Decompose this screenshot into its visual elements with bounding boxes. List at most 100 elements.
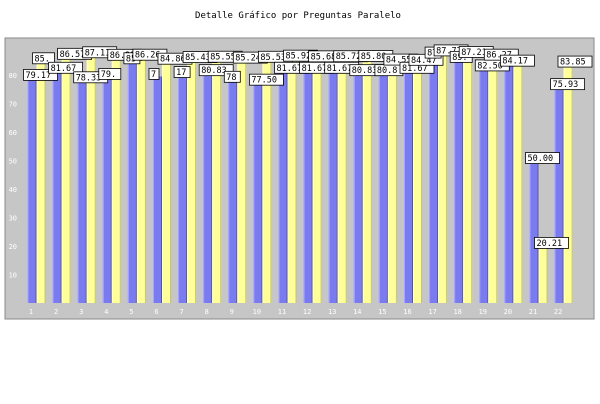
data-label-box-s2-21 [534,237,569,249]
data-label-box-s2-22 [557,55,593,68]
bar-s2-1 [36,60,46,303]
data-label-s1-8: 80.83 [201,66,227,76]
data-label-s2-17: 87.77 [436,46,462,56]
bar-s1-1 [27,77,37,303]
bar-s2-10 [262,59,272,303]
data-label-s1-15: 80.8 [377,66,397,76]
y-tick-label: 30 [9,215,17,223]
bar-s2-17 [438,52,448,304]
bar-s1-13 [328,70,338,303]
x-tick-label: 8 [205,308,209,316]
data-label-s1-9: 78 [226,73,236,83]
data-label-s1-5: 85 [126,54,136,64]
data-label-s1-11: 81.67 [277,64,303,74]
data-label-s2-22: 83.85 [560,58,586,68]
bar-s1-14 [353,72,363,304]
y-tick-label: 80 [9,72,17,80]
data-label-s2-10: 85.53 [260,53,286,63]
data-label-s2-4: 86.23 [110,51,136,61]
data-label-s2-5: 86.26 [135,51,161,61]
bar-s2-2 [61,56,71,303]
data-label-box-s2-1 [32,52,55,65]
bar-s2-7 [187,59,197,303]
data-label-s1-3: 78.33 [76,73,102,83]
bar-s1-7 [178,74,188,304]
data-label-s2-15: 84.55 [386,56,412,66]
data-label-box-s1-4 [98,68,122,80]
y-ticks-group: 10 20 30 40 50 60 70 80 [9,72,17,279]
y-tick-label: 40 [9,186,17,194]
bar-s2-22 [563,64,573,304]
data-label-s1-14: 80.83 [352,66,378,76]
bar-s2-4 [111,57,121,303]
data-label-s2-3: 87.11 [85,48,111,58]
bar-s1-11 [278,70,288,303]
data-label-s1-6: 7 [151,70,156,80]
data-label-s2-8: 85.55 [210,53,236,63]
data-label-box-s1-9 [223,70,241,83]
data-label-box-s1-10 [248,73,284,86]
data-label-s2-12: 85.68 [311,52,337,62]
x-tick-label: 15 [378,308,386,316]
bar-s2-3 [86,54,96,304]
data-label-s1-10: 77.50 [251,76,277,86]
x-tick-label: 2 [54,308,58,316]
x-tick-label: 18 [453,308,461,316]
bar-s2-9 [237,60,247,303]
x-tick-label: 5 [129,308,133,316]
x-tick-label: 9 [230,308,234,316]
data-label-s1-13: 81.67 [327,64,353,74]
x-tick-label: 17 [428,308,436,316]
x-tick-label: 20 [504,308,512,316]
data-label-s2-13: 85.72 [336,52,362,62]
x-tick-label: 14 [353,308,361,316]
bars-group [27,52,573,304]
x-ticks-group: 1 2 3 4 5 6 7 8 9 10 11 12 13 14 15 16 17 18 19 20 21 22 [29,308,562,316]
data-labels-group: 79.1785.81.6786.5778.3387.1179.86.238586… [23,44,593,249]
data-label-box-s1-7 [173,66,191,78]
bar-s2-13 [337,58,347,304]
bar-s1-20 [504,63,514,303]
data-label-s2-11: 85.92 [286,52,312,62]
bar-s2-16 [413,62,422,304]
bar-s2-18 [463,54,473,304]
x-tick-label: 7 [179,308,183,316]
data-label-box-s1-1 [23,69,58,81]
bar-s1-5 [127,60,137,303]
x-tick-label: 11 [278,308,286,316]
x-tick-label: 13 [328,308,336,316]
data-label-box-s1-2 [48,61,83,74]
bar-s1-16 [404,70,413,303]
bar-s2-20 [513,60,523,303]
bar-s2-8 [212,59,222,304]
data-label-s2-9: 85.24 [235,54,261,64]
data-label-box-s1-20 [499,54,535,67]
data-label-s1-17: 87 [427,49,437,59]
data-label-s2-1: 85. [35,54,50,64]
data-label-s1-19: 82.50 [477,61,503,71]
data-label-s2-16: 84.47 [411,56,437,66]
x-tick-label: 21 [529,308,537,316]
x-tick-label: 16 [403,308,411,316]
data-label-s2-19: 86.27 [486,51,512,61]
data-label-s1-16: 81.67 [402,64,428,74]
x-tick-label: 6 [154,308,158,316]
y-tick-label: 10 [9,272,17,280]
bar-s2-5 [136,57,146,303]
bar-s1-4 [102,76,112,303]
bar-s1-22 [554,86,564,303]
data-label-s2-6: 84.86 [160,55,186,65]
y-tick-label: 50 [9,158,17,166]
bar-s1-8 [203,72,213,304]
x-tick-label: 4 [104,308,108,316]
data-label-s2-7: 85.43 [185,53,211,63]
data-label-s1-1: 79.17 [26,71,52,81]
data-label-s1-22: 75.93 [553,80,579,90]
bar-s2-19 [488,57,498,303]
y-tick-label: 20 [9,243,17,251]
data-label-s1-4: 79. [101,70,116,80]
data-label-s2-2: 86.57 [60,50,86,60]
bar-s1-18 [454,59,464,303]
